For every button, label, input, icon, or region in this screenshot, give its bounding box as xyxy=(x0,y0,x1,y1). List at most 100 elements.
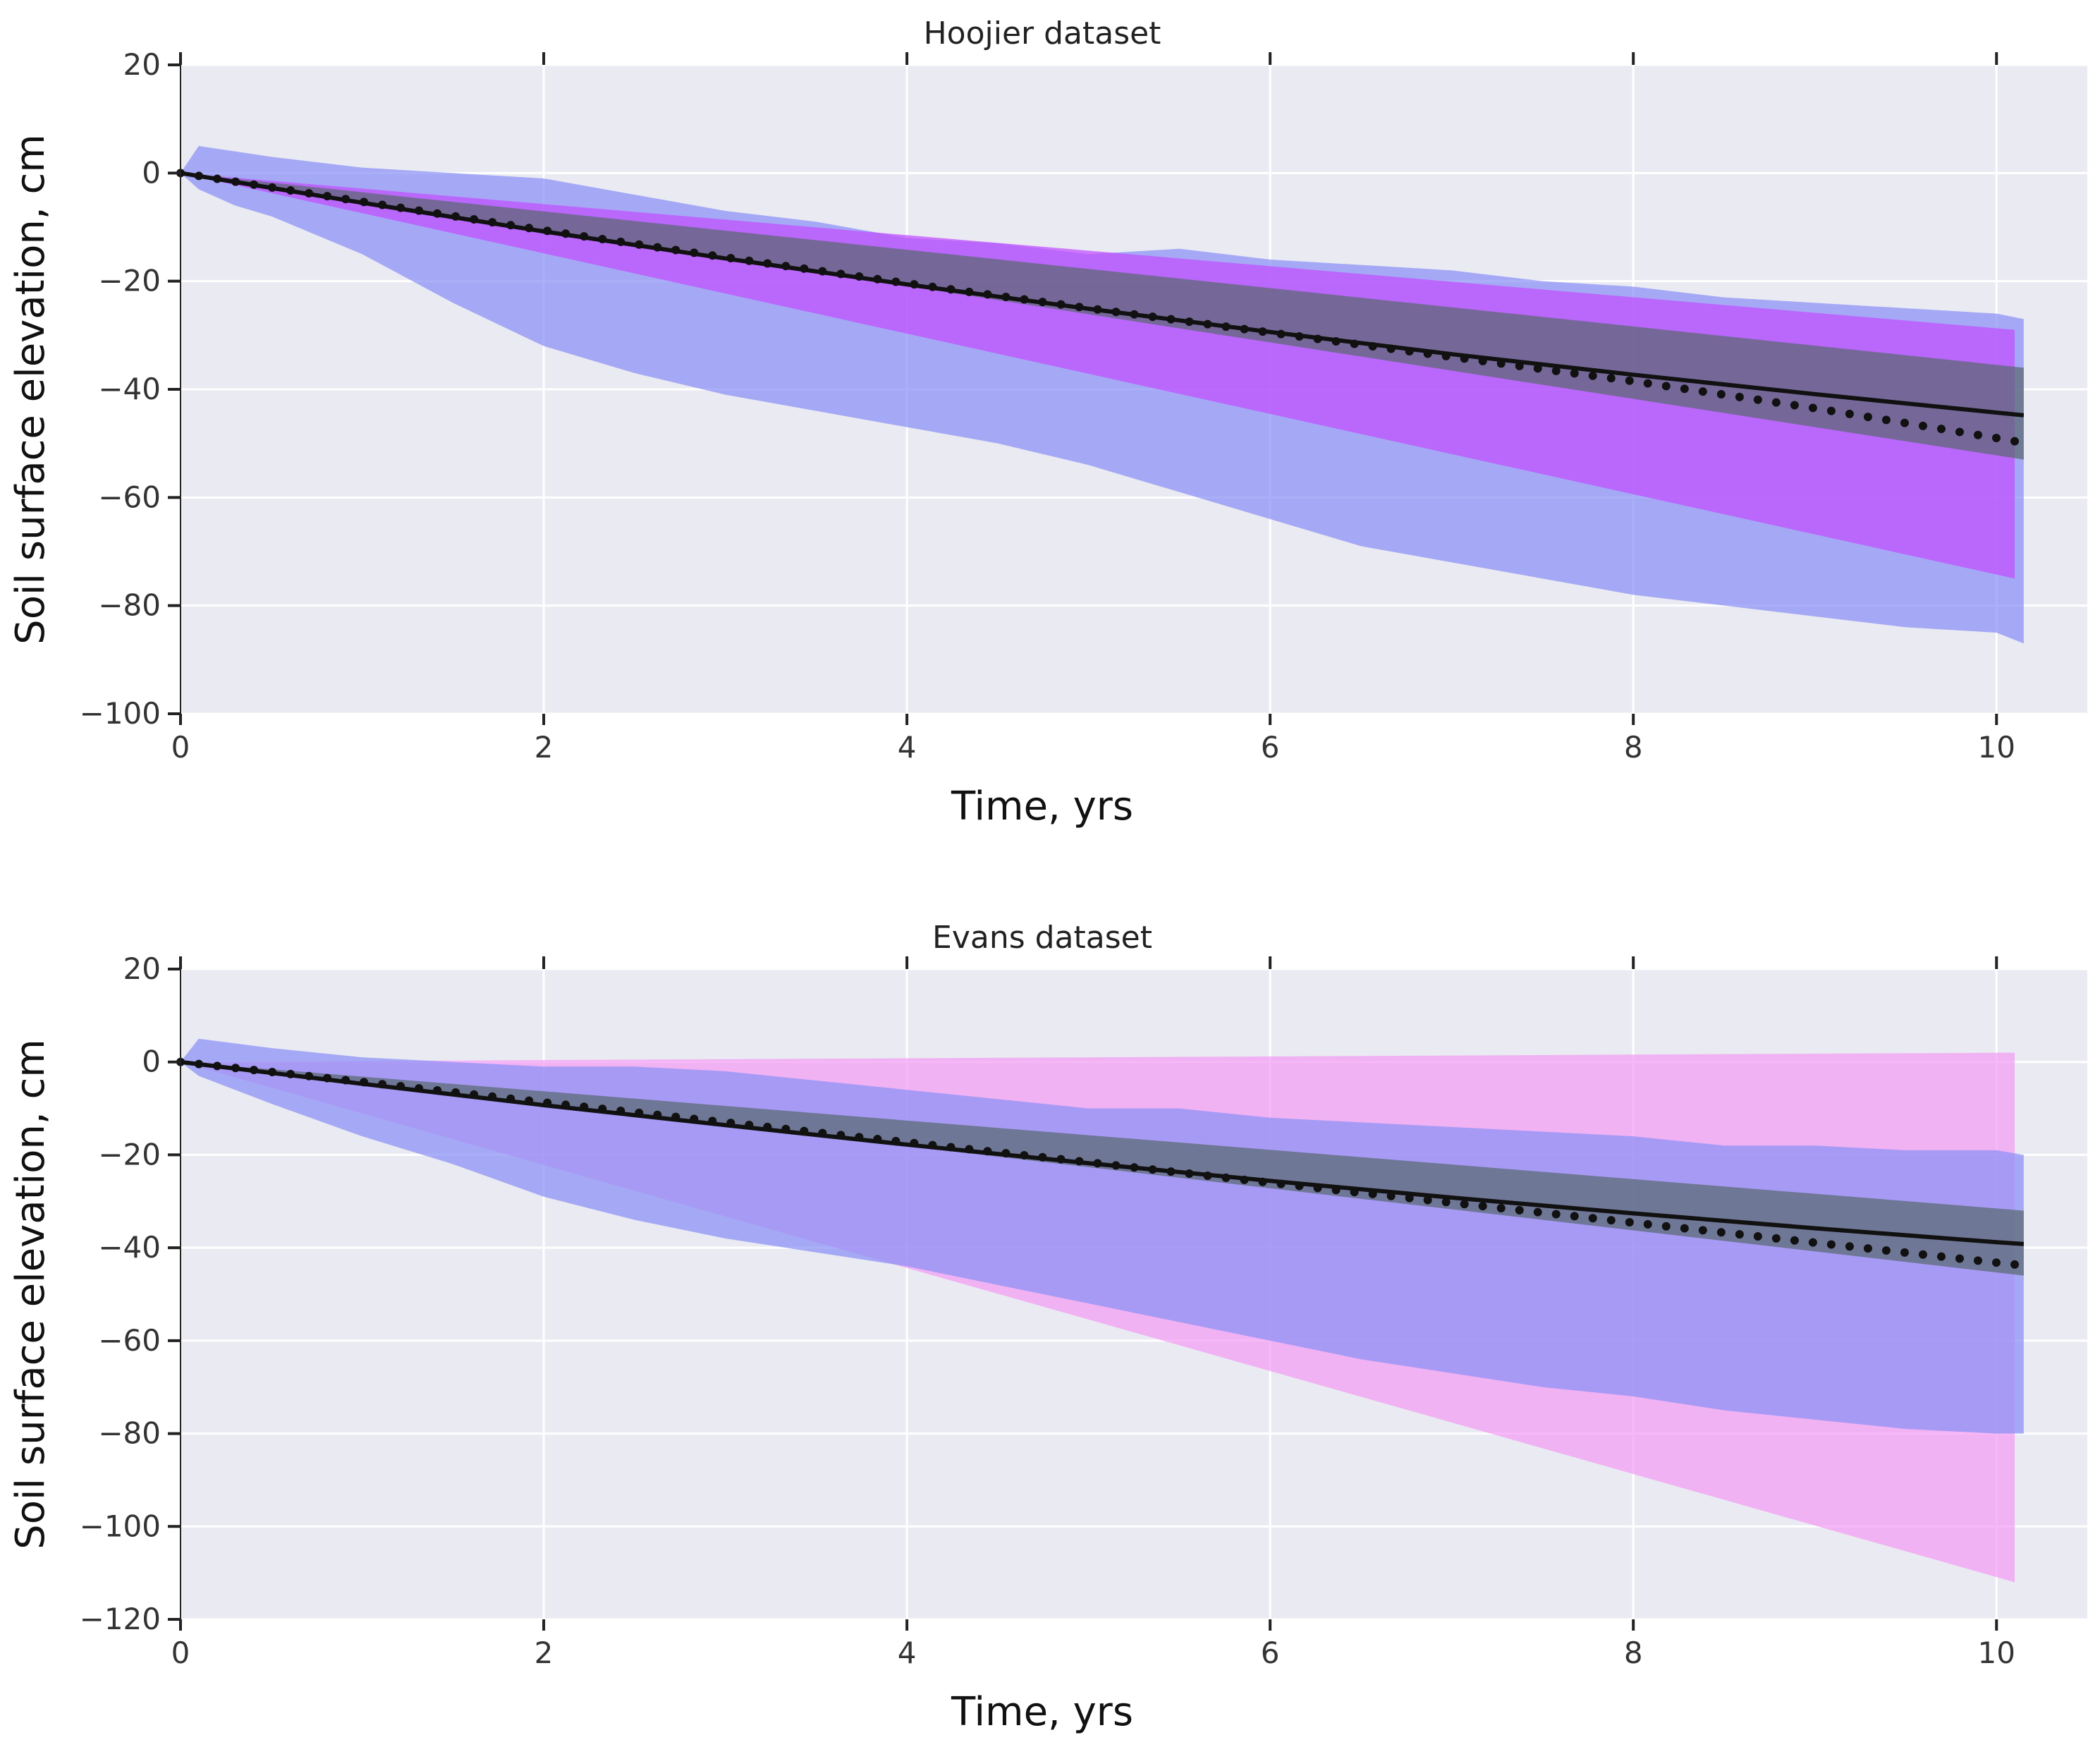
observed-point xyxy=(653,1110,662,1119)
observed-point xyxy=(396,1082,405,1091)
x-tick-label: 6 xyxy=(1261,730,1280,765)
observed-point xyxy=(1973,1256,1982,1265)
observed-point xyxy=(360,1078,369,1087)
y-tick-label: −20 xyxy=(98,264,161,298)
observed-point xyxy=(1405,1193,1414,1203)
observed-point xyxy=(965,287,974,296)
y-axis-label: Soil surface elevation, cm xyxy=(8,134,54,645)
observed-point xyxy=(1900,418,1909,427)
observed-point xyxy=(1735,1230,1744,1239)
y-tick-label: 20 xyxy=(123,951,161,986)
series-dotted-observed xyxy=(176,1057,2019,1269)
observed-point xyxy=(1313,334,1322,343)
observed-point xyxy=(1790,401,1799,410)
observed-point xyxy=(506,1094,515,1103)
observed-point xyxy=(1515,1205,1524,1215)
y-axis-label: Soil surface elevation, cm xyxy=(8,1039,54,1550)
x-tick-label: 10 xyxy=(1978,1636,2015,1670)
observed-point xyxy=(1111,308,1121,317)
observed-point xyxy=(231,1064,240,1073)
x-tick-label: 2 xyxy=(535,1636,554,1670)
observed-point xyxy=(1955,1254,1964,1263)
observed-point xyxy=(836,1131,846,1140)
observed-point xyxy=(1441,1198,1451,1207)
observed-point xyxy=(1441,351,1451,360)
observed-point xyxy=(323,1073,332,1083)
observed-point xyxy=(910,280,919,289)
observed-point xyxy=(598,234,607,243)
y-tick-label: −100 xyxy=(80,696,161,731)
observed-point xyxy=(1845,409,1854,418)
observed-point xyxy=(1606,1216,1616,1225)
observed-point xyxy=(1680,1224,1689,1233)
observed-point xyxy=(451,1088,460,1097)
observed-point xyxy=(250,1066,259,1075)
observed-point xyxy=(726,1119,735,1128)
observed-point xyxy=(983,290,992,299)
observed-point xyxy=(1001,1149,1011,1158)
evans-panel: 0 2 4 6 8 10 20 0 −20 −40 −60 −80 −100 −120 Evans data… xyxy=(8,920,2087,1735)
observed-point xyxy=(525,224,534,233)
observed-point xyxy=(433,209,442,218)
y-tick-label: −40 xyxy=(98,372,161,406)
observed-point xyxy=(1368,1189,1377,1198)
hoojier-panel: 0 2 4 6 8 10 20 0 −20 −40 −60 −80 −100 Hoojier datase… xyxy=(8,16,2087,829)
observed-point xyxy=(1716,1228,1726,1237)
observed-point xyxy=(543,226,552,236)
observed-point xyxy=(378,1080,387,1089)
observed-point xyxy=(910,1138,919,1148)
observed-point xyxy=(1166,315,1176,324)
observed-point xyxy=(1790,1236,1799,1245)
observed-point xyxy=(305,189,314,198)
observed-point xyxy=(1863,413,1872,422)
observed-point xyxy=(195,171,204,181)
observed-point xyxy=(1130,310,1139,319)
x-tick-label: 0 xyxy=(171,1636,190,1670)
observed-point xyxy=(818,267,827,276)
observed-point xyxy=(1331,1186,1341,1195)
observed-point xyxy=(580,232,589,241)
observed-point xyxy=(1570,1212,1579,1221)
observed-point xyxy=(873,1135,882,1144)
observed-point xyxy=(1735,392,1744,401)
observed-point xyxy=(1350,1188,1359,1197)
observed-point xyxy=(213,1061,222,1071)
observed-point xyxy=(1075,1157,1084,1166)
observed-point xyxy=(818,1128,827,1138)
observed-point xyxy=(1680,384,1689,394)
observed-point xyxy=(1918,421,1927,430)
y-tick-label: 0 xyxy=(142,155,161,190)
x-tick-label: 6 xyxy=(1261,1636,1280,1670)
observed-point xyxy=(873,274,882,284)
observed-point xyxy=(1991,1258,2001,1267)
y-tick-label: −100 xyxy=(80,1509,161,1543)
observed-point xyxy=(1936,1252,1946,1261)
observed-point xyxy=(1130,1163,1139,1172)
observed-point xyxy=(635,1108,644,1117)
observed-point xyxy=(1588,371,1597,380)
observed-point xyxy=(470,214,479,224)
observed-point xyxy=(1845,1242,1854,1251)
observed-point xyxy=(653,243,662,252)
observed-point xyxy=(1881,1246,1891,1255)
observed-point xyxy=(891,1136,901,1145)
observed-point xyxy=(213,174,222,183)
x-tick-label: 8 xyxy=(1624,730,1643,765)
x-tick-label: 8 xyxy=(1624,1636,1643,1670)
observed-point xyxy=(305,1071,314,1081)
observed-point xyxy=(433,1086,442,1095)
observed-point xyxy=(1478,1202,1487,1211)
observed-point xyxy=(1423,1195,1432,1205)
observed-point xyxy=(506,221,515,230)
observed-point xyxy=(1331,337,1341,346)
observed-point xyxy=(781,262,790,271)
y-tick-label: −80 xyxy=(98,588,161,623)
observed-point xyxy=(341,1076,350,1085)
observed-point xyxy=(1991,433,2001,442)
observed-point xyxy=(1020,1150,1029,1159)
observed-point xyxy=(946,1143,956,1152)
x-tick-label: 2 xyxy=(535,730,554,765)
observed-point xyxy=(195,1059,204,1069)
observed-point xyxy=(708,1116,717,1126)
